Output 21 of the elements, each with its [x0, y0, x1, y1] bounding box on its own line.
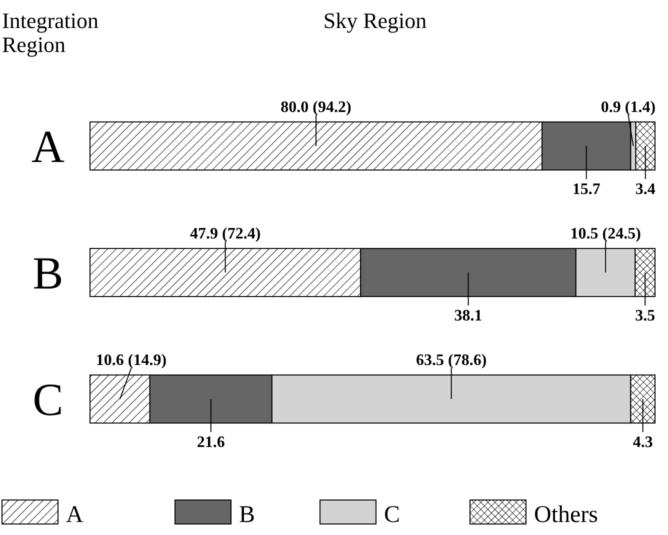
- legend-label: Others: [534, 502, 598, 528]
- chart-title: Sky Region: [323, 8, 427, 33]
- data-label: 4.3: [632, 434, 653, 452]
- data-label: 80.0 (94.2): [280, 98, 352, 116]
- y-tick-label: B: [32, 248, 64, 298]
- data-label: 0.9 (1.4): [600, 98, 656, 116]
- data-label: 10.6 (14.9): [96, 352, 167, 369]
- data-label: 10.5 (24.5): [570, 225, 641, 242]
- data-label: 21.6: [196, 434, 225, 452]
- y-axis-title: Integration Region: [2, 8, 99, 57]
- data-label: 3.4: [635, 181, 656, 198]
- y-tick-label: C: [32, 374, 64, 426]
- data-label: 47.9 (72.4): [190, 225, 261, 242]
- legend-label: B: [239, 502, 256, 528]
- legend-label: C: [384, 502, 400, 528]
- data-label: 15.7: [572, 181, 600, 198]
- legend-label: A: [66, 502, 84, 528]
- data-label: 63.5 (78.6): [416, 352, 487, 369]
- y-tick-label: A: [31, 120, 65, 172]
- data-label: 38.1: [454, 308, 482, 325]
- data-label: 3.5: [635, 308, 656, 325]
